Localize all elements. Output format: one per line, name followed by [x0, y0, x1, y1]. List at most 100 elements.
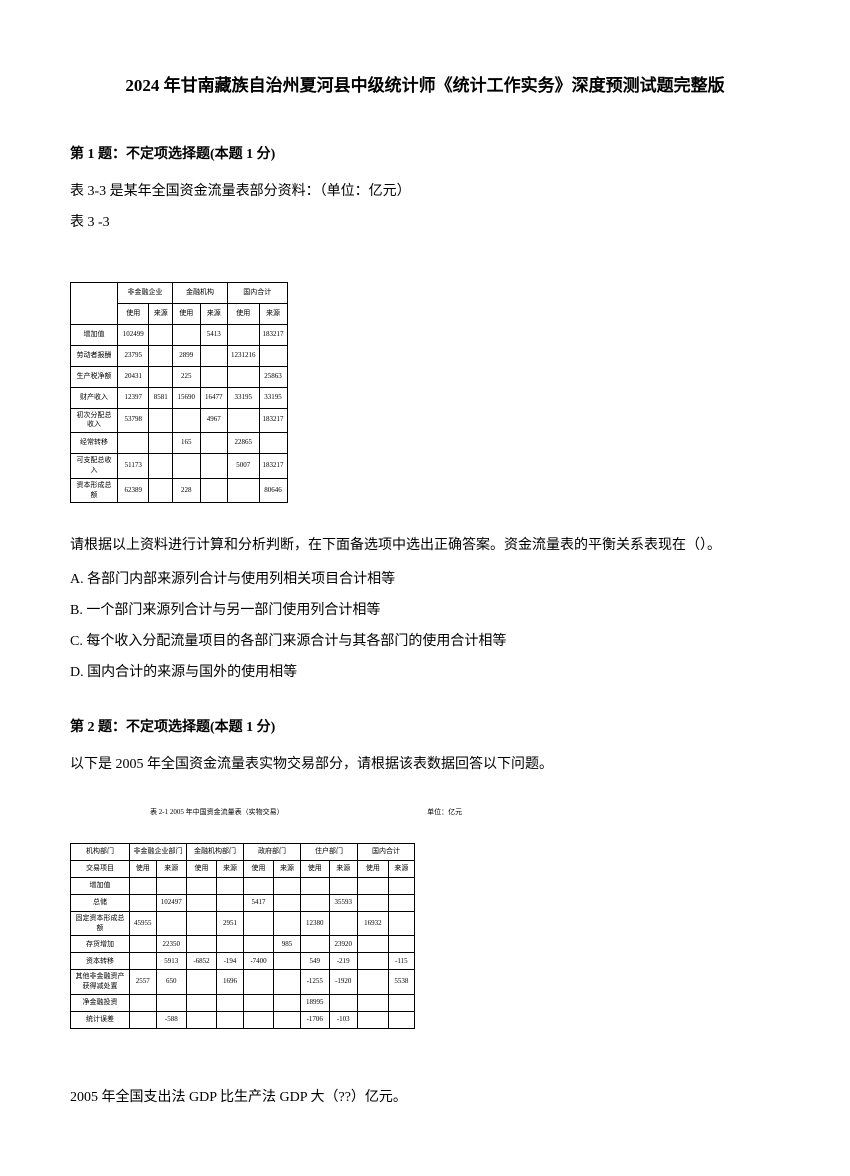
table-cell: 985	[274, 936, 301, 953]
page-title: 2024 年甘南藏族自治州夏河县中级统计师《统计工作实务》深度预测试题完整版	[70, 71, 780, 102]
table-cell	[228, 366, 260, 387]
table-cell	[217, 995, 244, 1012]
q1-colgroup: 国内合计	[228, 282, 288, 303]
table-cell	[149, 345, 173, 366]
table-cell	[388, 877, 414, 894]
table-cell	[149, 324, 173, 345]
table-cell: 33195	[228, 387, 260, 408]
table-row-label: 生产税净额	[71, 366, 118, 387]
table-cell	[301, 894, 330, 911]
table-cell: -588	[156, 1012, 186, 1029]
table-cell	[358, 877, 389, 894]
table-cell: 4967	[200, 408, 228, 433]
table-cell	[244, 936, 274, 953]
table-cell: 8581	[149, 387, 173, 408]
table-row-label: 存货增加	[71, 936, 130, 953]
table-cell	[118, 433, 149, 454]
table-cell	[274, 970, 301, 995]
table-cell: 183217	[259, 408, 287, 433]
table-cell	[329, 911, 358, 936]
table-row-label: 固定资本形成总额	[71, 911, 130, 936]
table-cell	[187, 911, 217, 936]
table-cell	[388, 894, 414, 911]
table-cell	[388, 911, 414, 936]
table-cell: 1696	[217, 970, 244, 995]
table-row-label: 统计误差	[71, 1012, 130, 1029]
table-cell	[329, 995, 358, 1012]
table-cell: 12380	[301, 911, 330, 936]
table-cell: -1920	[329, 970, 358, 995]
table-row-label: 总储	[71, 894, 130, 911]
q2-subcol: 来源	[274, 860, 301, 877]
q1-option-a: A. 各部门内部来源列合计与使用列相关项目合计相等	[70, 567, 780, 592]
table-cell	[217, 936, 244, 953]
table-cell	[358, 995, 389, 1012]
table-cell: 5007	[228, 454, 260, 479]
table-cell	[187, 894, 217, 911]
table-cell	[274, 995, 301, 1012]
table-cell: 22350	[156, 936, 186, 953]
table-cell	[274, 894, 301, 911]
table-cell	[228, 408, 260, 433]
table-cell	[130, 953, 157, 970]
q2-header: 第 2 题：不定项选择题(本题 1 分)	[70, 715, 780, 740]
table-cell: 183217	[259, 324, 287, 345]
table-cell	[130, 936, 157, 953]
table-cell: 228	[173, 478, 201, 503]
table-cell	[228, 324, 260, 345]
table-row-label: 资本形成总额	[71, 478, 118, 503]
table-cell	[244, 1012, 274, 1029]
table-cell: 102499	[118, 324, 149, 345]
table-cell: -6852	[187, 953, 217, 970]
table-cell	[200, 366, 228, 387]
table-cell	[187, 936, 217, 953]
table-cell: 165	[173, 433, 201, 454]
table-cell: 45955	[130, 911, 157, 936]
table-cell	[259, 345, 287, 366]
q2-subcol: 使用	[130, 860, 157, 877]
q2-col: 机构部门	[71, 843, 130, 860]
q1-subcol: 来源	[259, 303, 287, 324]
table-cell: 53798	[118, 408, 149, 433]
q2-subcol: 交易项目	[71, 860, 130, 877]
table-cell	[259, 433, 287, 454]
q1-aftertable: 请根据以上资料进行计算和分析判断，在下面备选项中选出正确答案。资金流量表的平衡关…	[70, 533, 780, 558]
table-cell: 33195	[259, 387, 287, 408]
table-cell: -7400	[244, 953, 274, 970]
table-cell	[200, 478, 228, 503]
q1-subcol: 使用	[118, 303, 149, 324]
q1-option-b: B. 一个部门来源列合计与另一部门使用列合计相等	[70, 598, 780, 623]
table-cell	[173, 408, 201, 433]
table-cell	[130, 877, 157, 894]
table-cell: 15690	[173, 387, 201, 408]
table-cell	[130, 995, 157, 1012]
table-cell	[358, 894, 389, 911]
table-cell	[301, 936, 330, 953]
table-row-label: 劳动者报酬	[71, 345, 118, 366]
q2-table-unit: 单位：亿元	[427, 806, 462, 819]
table-row-label: 初次分配总收入	[71, 408, 118, 433]
q1-option-d: D. 国内合计的来源与国外的使用相等	[70, 660, 780, 685]
table-cell	[274, 911, 301, 936]
table-cell	[244, 877, 274, 894]
table-row-label: 可支配总收入	[71, 454, 118, 479]
table-cell: 23920	[329, 936, 358, 953]
table-cell	[301, 877, 330, 894]
q2-table-title: 表 2-1 2005 年中国资金流量表（实物交易）	[150, 808, 284, 816]
table-cell: 2899	[173, 345, 201, 366]
table-cell	[149, 408, 173, 433]
table-cell: 18995	[301, 995, 330, 1012]
table-cell	[358, 936, 389, 953]
table-cell	[329, 877, 358, 894]
table-cell: 5417	[244, 894, 274, 911]
table-row-label: 增加值	[71, 324, 118, 345]
table-cell	[388, 936, 414, 953]
table-cell: 102497	[156, 894, 186, 911]
table-cell	[149, 454, 173, 479]
q2-intro: 以下是 2005 年全国资金流量表实物交易部分，请根据该表数据回答以下问题。	[70, 752, 780, 777]
table-cell	[187, 995, 217, 1012]
table-cell: 62389	[118, 478, 149, 503]
table-cell	[244, 911, 274, 936]
table-cell	[228, 478, 260, 503]
table-row-label: 净金融投资	[71, 995, 130, 1012]
